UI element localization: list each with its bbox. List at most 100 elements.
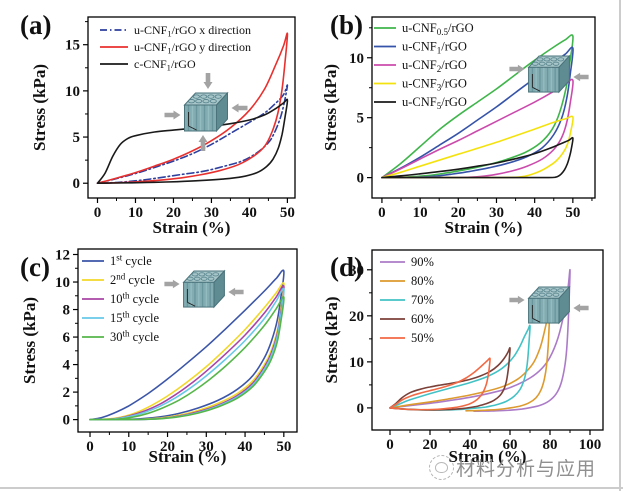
series-group — [96, 32, 289, 184]
svg-text:10: 10 — [349, 355, 364, 371]
panel-a-plot: 0 10 20 30 40 50 0 5 10 15 Strain (%) Stress (kPa) u… — [30, 16, 296, 237]
series-curve-c-2 — [89, 284, 285, 421]
compression-arrow-icon — [198, 135, 208, 151]
plot-frame — [77, 248, 298, 433]
svg-text:0: 0 — [63, 413, 71, 429]
svg-text:5: 5 — [357, 111, 365, 127]
panel-a: 0 10 20 30 40 50 0 5 10 15 Strain (%) Stress (kPa) u… — [0, 0, 311, 245]
legend-item-label: 1st cycle — [110, 253, 152, 268]
svg-text:15: 15 — [65, 38, 80, 54]
svg-text:0: 0 — [357, 171, 365, 187]
series-curve-c-3 — [89, 287, 285, 421]
aerogel-cube-icon — [164, 269, 244, 309]
svg-text:30: 30 — [199, 439, 214, 455]
svg-text:40: 40 — [463, 437, 478, 453]
panel-b-plot: 0 10 20 30 40 50 0 5 10 Strain (%) Stress (kPa) u-C… — [321, 16, 596, 237]
svg-text:10: 10 — [349, 51, 364, 67]
panel-c-chart: 0 10 20 30 40 50 0 2 4 6 8 10 12 Strain (%) Stress (kP… — [0, 245, 311, 491]
panel-d-plot: 0 20 40 60 80 100 0 10 20 30 Strain (%) Stress (kPa… — [322, 249, 604, 466]
svg-text:0: 0 — [357, 401, 365, 417]
panel-d-chart: 0 20 40 60 80 100 0 10 20 30 Strain (%) Stress (kPa… — [311, 245, 623, 491]
panel-b-chart: 0 10 20 30 40 50 0 5 10 Strain (%) Stress (kPa) u-C… — [311, 0, 623, 250]
panel-b-label: (b) — [330, 10, 363, 40]
legend: 90% 80% 70% 60% 50% — [380, 255, 434, 345]
legend-item-label: 60% — [411, 312, 434, 326]
svg-text:0: 0 — [86, 439, 94, 455]
x-axis-title: Strain (%) — [445, 218, 523, 237]
svg-text:40: 40 — [238, 439, 253, 455]
svg-text:4: 4 — [63, 358, 71, 374]
legend-item-label: 10th cycle — [110, 291, 159, 306]
aerogel-cube-icon — [509, 285, 589, 325]
svg-text:10: 10 — [128, 205, 143, 221]
series-curve-b-1 — [381, 46, 574, 179]
axes: 0 10 20 30 40 50 0 5 10 15 — [65, 21, 295, 221]
series-curve-d-0 — [389, 268, 571, 412]
series-curve-a-2 — [96, 98, 289, 184]
svg-text:80: 80 — [543, 437, 558, 453]
panel-b: 0 10 20 30 40 50 0 5 10 Strain (%) Stress (kPa) u-C… — [311, 0, 623, 245]
svg-text:20: 20 — [166, 205, 181, 221]
x-axis-title: Strain (%) — [153, 218, 231, 237]
plot-frame — [87, 16, 296, 199]
svg-text:30: 30 — [349, 263, 364, 279]
legend-item-label: 15th cycle — [110, 310, 159, 325]
y-axis-title: Stress (kPa) — [321, 64, 340, 151]
legend: u-CNF0.5/rGO u-CNF1/rGO u-CNF2/rGO u-CNF3/r… — [374, 21, 474, 111]
svg-text:10: 10 — [413, 205, 428, 221]
svg-text:10: 10 — [121, 439, 136, 455]
axes: 0 10 20 30 40 50 0 5 10 — [349, 27, 593, 221]
x-axis-title: Strain (%) — [449, 447, 527, 466]
series-curve-c-1 — [89, 282, 285, 421]
svg-text:100: 100 — [579, 437, 602, 453]
svg-text:0: 0 — [386, 437, 394, 453]
aerogel-cube-icon — [509, 54, 589, 94]
legend-item-label: u-CNF1/rGO y direction — [134, 40, 251, 56]
legend-item-label: u-CNF0.5/rGO — [402, 21, 474, 37]
legend-item-label: 2nd cycle — [110, 272, 155, 287]
svg-text:2: 2 — [63, 385, 71, 401]
compression-arrow-icon — [509, 64, 525, 74]
svg-text:5: 5 — [73, 130, 81, 146]
svg-text:50: 50 — [280, 205, 295, 221]
panel-c: 0 10 20 30 40 50 0 2 4 6 8 10 12 Strain (%) Stress (kP… — [0, 245, 311, 491]
series-curve-a-1 — [96, 32, 289, 184]
panel-d-label: (d) — [330, 252, 363, 282]
svg-text:30: 30 — [204, 205, 219, 221]
compression-arrow-icon — [573, 72, 589, 82]
page-border-bottom — [0, 487, 623, 489]
svg-text:12: 12 — [55, 248, 70, 264]
legend-item-label: 90% — [411, 255, 434, 269]
svg-text:0: 0 — [378, 205, 386, 221]
compression-arrow-icon — [509, 295, 525, 305]
legend: 1st cycle 2nd cycle 10th cycle 15th cycle 30… — [82, 253, 159, 344]
svg-text:10: 10 — [65, 84, 80, 100]
series-group — [389, 268, 571, 412]
svg-text:8: 8 — [63, 303, 71, 319]
legend-item-label: c-CNF1/rGO — [134, 57, 196, 73]
series-curve-d-3 — [389, 347, 511, 411]
compression-arrow-icon — [231, 103, 248, 113]
panel-a-chart: 0 10 20 30 40 50 0 5 10 15 Strain (%) Stress (kPa) u… — [0, 0, 311, 250]
series-curve-b-3 — [381, 115, 574, 179]
legend-item-label: u-CNF5/rGO — [402, 95, 467, 111]
panel-d: 0 20 40 60 80 100 0 10 20 30 Strain (%) Stress (kPa… — [311, 245, 623, 491]
y-axis-title: Stress (kPa) — [322, 296, 341, 383]
series-group — [381, 34, 574, 179]
compression-arrow-icon — [573, 303, 589, 313]
y-axis-title: Stress (kPa) — [30, 64, 49, 151]
legend-item-label: 80% — [411, 274, 434, 288]
legend-item-label: u-CNF1/rGO x direction — [134, 23, 251, 39]
svg-text:0: 0 — [73, 176, 81, 192]
svg-text:40: 40 — [527, 205, 542, 221]
aerogel-cube-icon — [164, 73, 248, 151]
legend-item-label: 50% — [411, 331, 434, 345]
svg-text:40: 40 — [242, 205, 257, 221]
legend-item-label: u-CNF2/rGO — [402, 58, 467, 74]
svg-text:50: 50 — [276, 439, 291, 455]
series-group — [89, 269, 285, 421]
compression-arrow-icon — [228, 287, 244, 297]
plot-frame — [371, 16, 596, 199]
